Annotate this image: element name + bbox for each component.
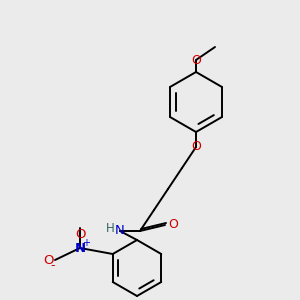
Text: O: O [75, 229, 85, 242]
Text: N: N [74, 242, 86, 254]
Text: O: O [191, 53, 201, 67]
Text: O: O [43, 254, 53, 266]
Text: N: N [115, 224, 125, 238]
Text: +: + [82, 238, 90, 248]
Text: H: H [106, 223, 114, 236]
Text: O: O [168, 218, 178, 232]
Text: -: - [51, 260, 55, 272]
Text: O: O [191, 140, 201, 154]
